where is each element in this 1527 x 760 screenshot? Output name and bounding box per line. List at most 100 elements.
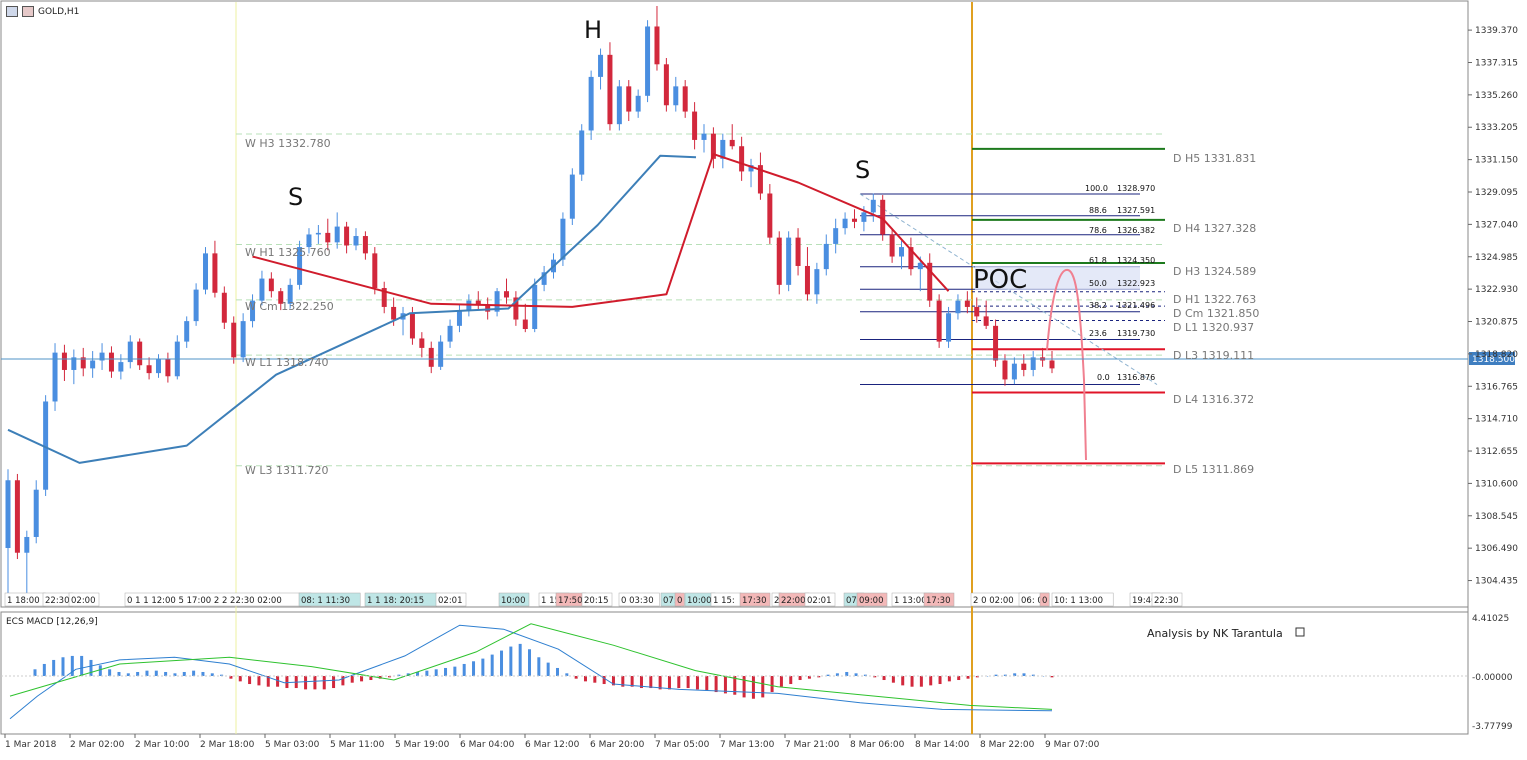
time-tick-label: 2 Mar 10:00 <box>135 740 190 750</box>
candle-body <box>315 232 321 235</box>
macd-histogram-bar <box>583 676 587 682</box>
macd-signal-line <box>9 623 1053 710</box>
macd-histogram-bar <box>444 667 448 676</box>
session-label: 0 <box>677 596 682 606</box>
macd-histogram-bar <box>929 676 933 686</box>
macd-histogram-bar <box>863 674 867 676</box>
fib-price: 1321.496 <box>1117 301 1155 310</box>
macd-histogram-bar <box>686 676 690 689</box>
macd-histogram-bar <box>742 676 746 698</box>
macd-histogram-bar <box>462 663 466 676</box>
macd-histogram-bar <box>257 676 261 686</box>
macd-histogram-bar <box>574 676 578 679</box>
macd-histogram-bar <box>751 676 755 699</box>
time-tick-label: 5 Mar 11:00 <box>330 740 385 750</box>
candle-body <box>268 278 274 292</box>
daily-pivot-label: D L5 1311.869 <box>1173 463 1254 476</box>
session-label: 02:01 <box>807 596 832 606</box>
candle-body <box>804 265 810 295</box>
macd-histogram-bar <box>341 676 345 686</box>
fib-price: 1327.591 <box>1117 206 1155 215</box>
candle-body <box>1021 363 1027 370</box>
daily-pivot-label: D L1 1320.937 <box>1173 321 1254 334</box>
left-shoulder-label: S <box>288 183 303 211</box>
macd-histogram-bar <box>434 669 438 676</box>
session-label: 17:30 <box>742 596 767 606</box>
moving-averages-layer <box>7 153 950 464</box>
macd-histogram-bar <box>957 676 961 681</box>
candle-body <box>541 272 547 285</box>
candle-body <box>24 536 30 553</box>
session-label: 2 0 02:00 <box>973 596 1014 606</box>
weekly-pivot-label: W H3 1332.780 <box>245 137 331 150</box>
macd-histogram-bar <box>173 673 177 676</box>
candle-body <box>880 199 886 235</box>
candle-body <box>1011 363 1017 380</box>
macd-histogram-bar <box>705 676 709 691</box>
macd-histogram-bar <box>369 676 373 681</box>
macd-title: ECS MACD [12,26,9] <box>6 617 98 627</box>
candle-body <box>927 262 933 301</box>
candle-body <box>71 357 77 370</box>
candle-body <box>137 341 143 366</box>
price-tick-label: 1314.710 <box>1475 415 1518 425</box>
macd-histogram-bar <box>826 674 830 676</box>
candle-body <box>692 111 698 140</box>
macd-histogram-bar <box>667 676 671 690</box>
macd-line <box>9 624 1053 720</box>
candle-body <box>560 218 566 260</box>
session-label: 06: 0 <box>1021 596 1043 606</box>
fib-level: 0.0 <box>1097 373 1110 382</box>
macd-histogram-bar <box>1050 676 1054 678</box>
candle-body <box>475 300 481 306</box>
macd-histogram-bar <box>313 676 317 690</box>
session-label: 0 <box>1042 596 1047 606</box>
session-label: 1 1 18: 20:15 <box>367 596 424 606</box>
candle-body <box>588 76 594 131</box>
candle-body <box>325 232 331 243</box>
candle-body <box>61 352 67 370</box>
macd-histogram-bar <box>248 676 252 685</box>
candle-body <box>203 253 209 290</box>
price-axis: 1339.370 1337.315 1335.260 1333.205 1331.150… <box>1468 26 1518 587</box>
candle-body <box>889 234 895 257</box>
macd-histogram-bar <box>733 676 737 695</box>
candle-body <box>786 237 792 285</box>
session-box <box>739 592 771 607</box>
price-tick-label: 1310.600 <box>1475 479 1518 489</box>
time-tick-label: 6 Mar 12:00 <box>525 740 580 750</box>
candle-body <box>419 338 425 348</box>
fib-level: 100.0 <box>1085 184 1108 193</box>
macd-histogram-bar <box>555 667 559 676</box>
candle-body <box>757 165 763 194</box>
macd-histogram-bar <box>817 676 821 678</box>
macd-histogram-bar <box>518 643 522 676</box>
macd-histogram-bar <box>117 671 121 676</box>
candle-body <box>362 236 368 254</box>
macd-histogram-bar <box>472 661 476 676</box>
candle-body <box>438 341 444 367</box>
time-tick-label: 2 Mar 02:00 <box>70 740 125 750</box>
macd-histogram-bar <box>229 676 233 679</box>
candle-body <box>108 352 114 372</box>
candle-body <box>1002 360 1008 380</box>
macd-histogram-bar <box>723 676 727 694</box>
session-label: 09:00 <box>859 596 884 606</box>
time-tick-label: 5 Mar 19:00 <box>395 740 450 750</box>
macd-histogram-bar <box>201 671 205 676</box>
session-label: 22:30 <box>45 596 70 606</box>
time-tick-label: 1 Mar 2018 <box>5 740 57 750</box>
candle-body <box>946 313 952 342</box>
candle-body <box>983 316 989 326</box>
price-tick-label: 1320.875 <box>1475 318 1518 328</box>
price-tick-label: 1304.435 <box>1475 577 1518 587</box>
session-box <box>498 592 530 607</box>
macd-histogram-bar <box>89 659 93 676</box>
price-tick-label: 1308.545 <box>1475 512 1518 522</box>
time-tick-label: 8 Mar 06:00 <box>850 740 905 750</box>
macd-histogram-bar <box>565 673 569 676</box>
candle-body <box>5 480 11 549</box>
candle-body <box>231 322 237 358</box>
